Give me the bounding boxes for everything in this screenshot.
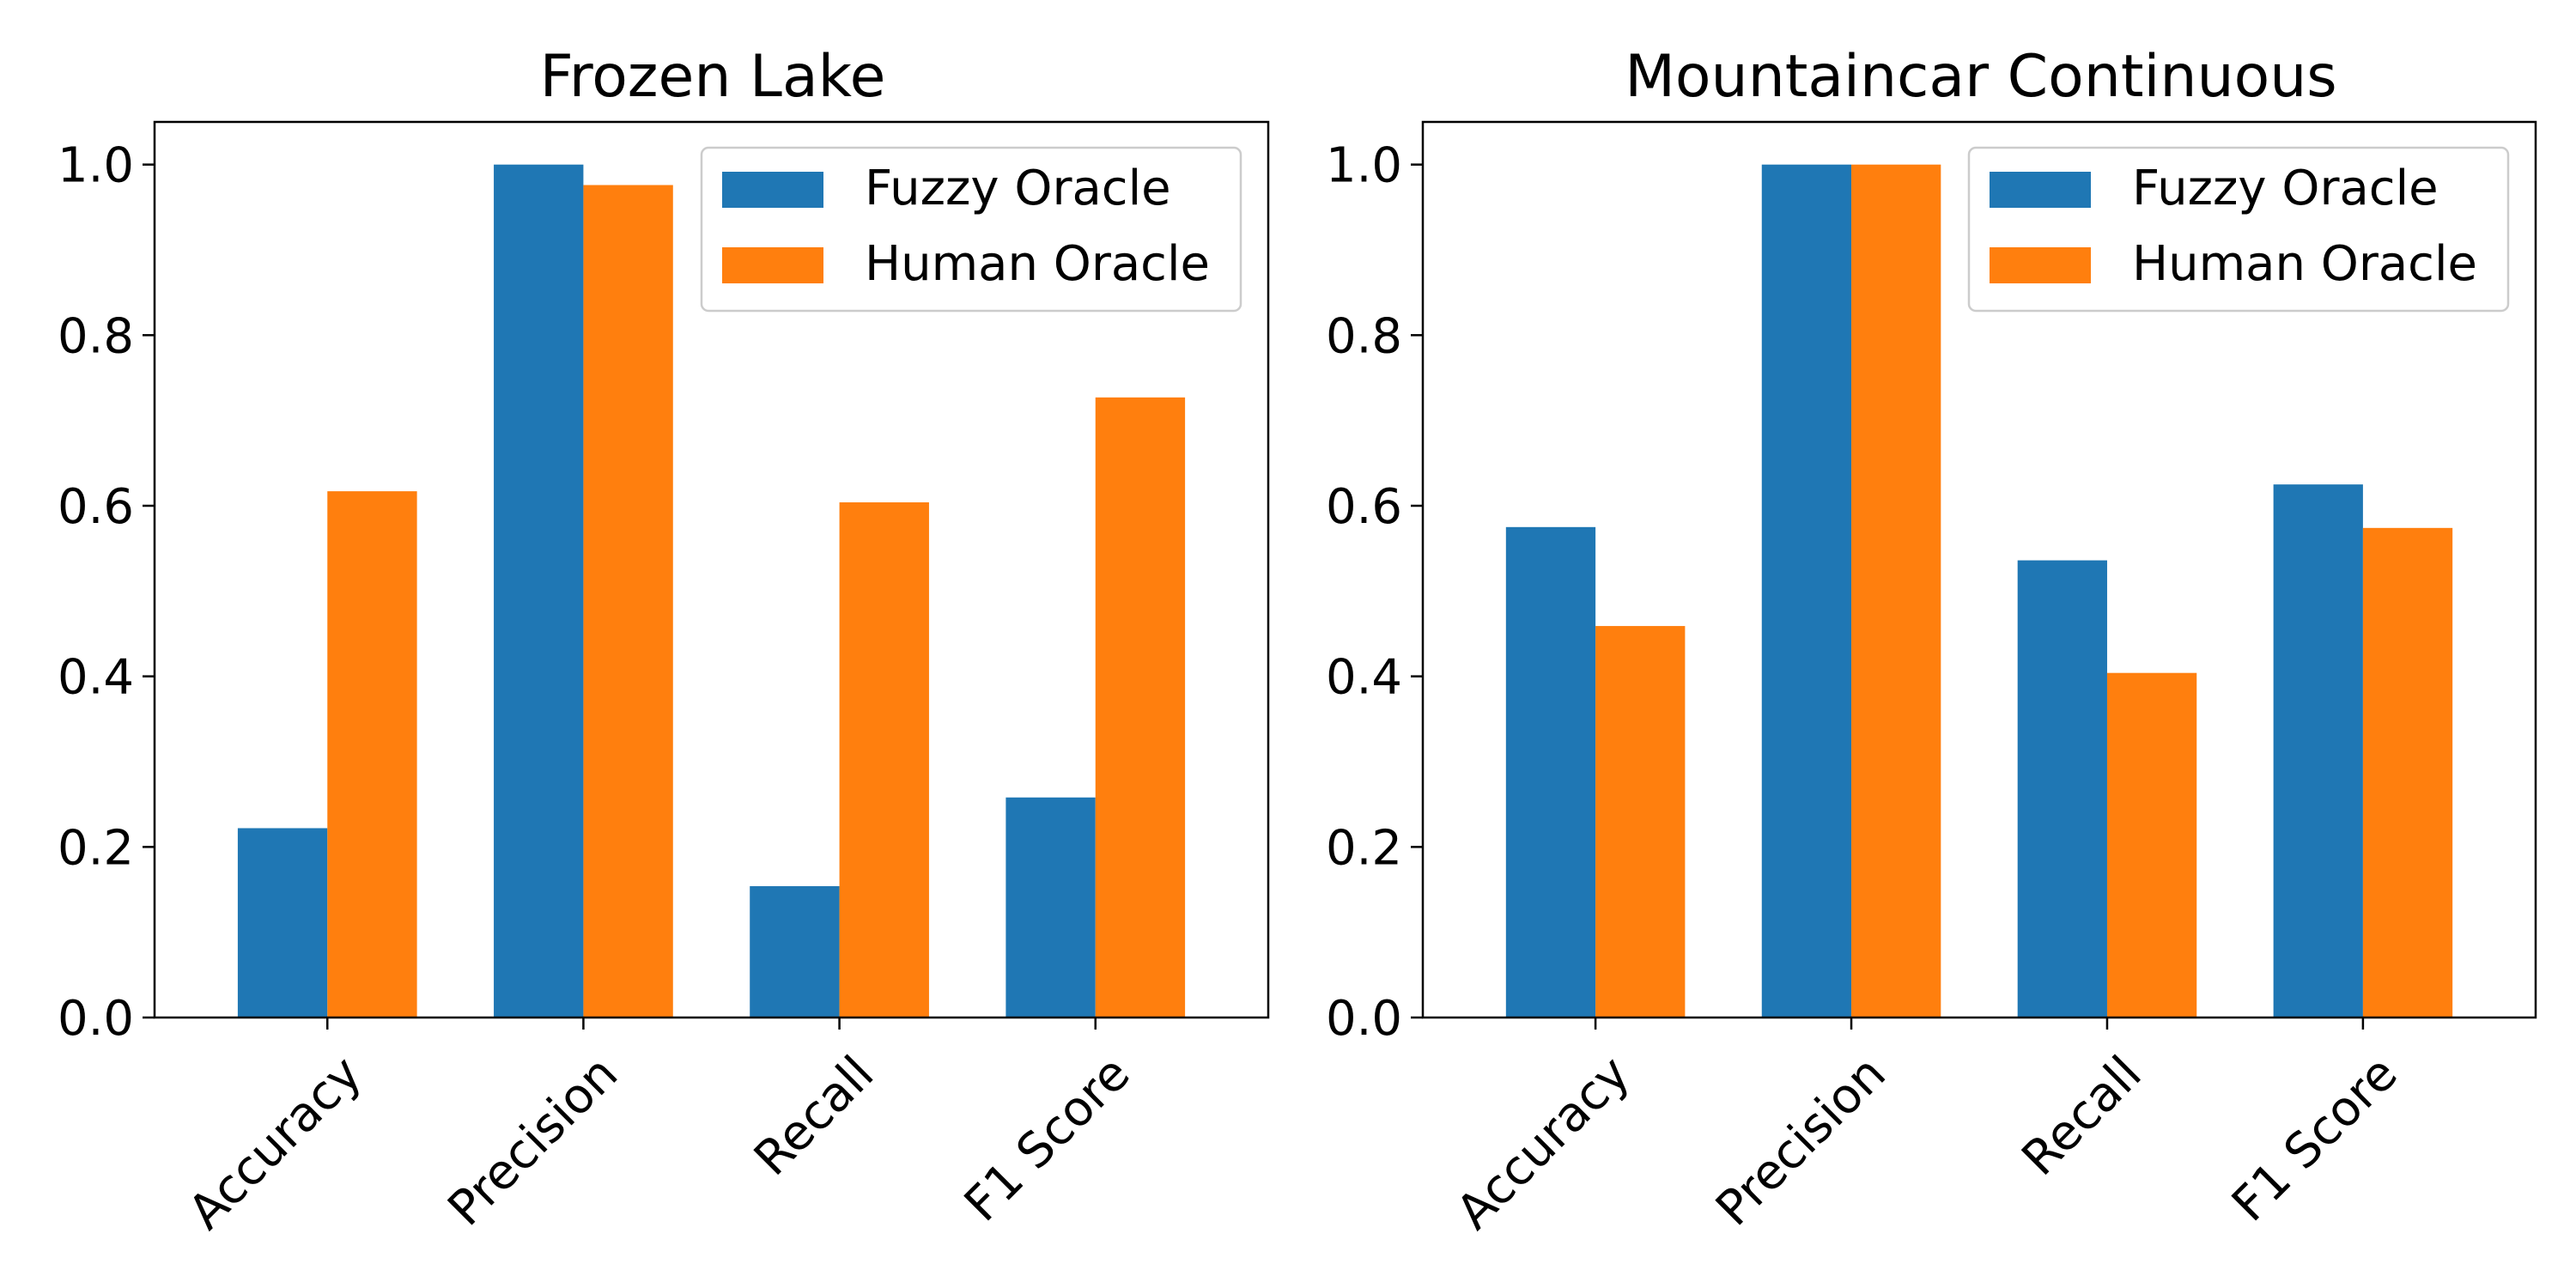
legend: Fuzzy Oracle Human Oracle [700,146,1242,313]
bar-human-oracle-accuracy [327,491,417,1018]
y-tick-label: 0.8 [58,308,134,364]
bar-fuzzy-oracle-recall [2017,560,2107,1018]
bar-fuzzy-oracle-precision [494,164,584,1018]
bar-human-oracle-precision [1851,164,1941,1018]
legend-swatch [1990,247,2091,283]
bar-human-oracle-recall [839,502,929,1018]
y-tick-label: 0.0 [58,991,134,1047]
bar-human-oracle-precision [583,185,673,1018]
y-tick-label: 0.8 [1326,308,1402,364]
legend-label: Fuzzy Oracle [2132,161,2439,216]
bar-fuzzy-oracle-f1-score [1005,797,1096,1018]
axes-frame [1421,120,2537,1019]
legend-swatch [722,247,823,283]
bar-human-oracle-f1-score [1095,397,1186,1018]
bar-human-oracle-f1-score [2362,527,2453,1018]
bar-fuzzy-oracle-accuracy [1505,526,1596,1018]
bar-fuzzy-oracle-recall [750,886,840,1018]
legend-swatch [1990,172,2091,208]
legend-swatch [722,172,823,208]
bar-human-oracle-accuracy [1595,626,1686,1018]
bar-fuzzy-oracle-accuracy [237,828,328,1018]
legend: Fuzzy Oracle Human Oracle [1967,146,2510,313]
y-tick-label: 0.4 [1326,650,1402,706]
y-tick-label: 1.0 [1326,138,1402,194]
legend-label: Fuzzy Oracle [865,161,1171,216]
bar-human-oracle-recall [2106,672,2197,1018]
y-tick-label: 0.0 [1326,991,1402,1047]
axes-frame [153,120,1270,1019]
legend-box [700,146,1242,313]
chart-title: Frozen Lake [540,43,886,111]
bar-fuzzy-oracle-precision [1761,164,1852,1018]
bar-fuzzy-oracle-f1-score [2273,484,2363,1018]
y-tick-label: 0.6 [58,479,134,535]
legend-label: Human Oracle [2132,236,2477,292]
y-tick-label: 1.0 [58,138,134,194]
legend-label: Human Oracle [865,236,1210,292]
chart-title: Mountaincar Continuous [1625,43,2336,111]
y-tick-label: 0.6 [1326,479,1402,535]
y-tick-label: 0.4 [58,650,134,706]
y-tick-label: 0.2 [1326,820,1402,876]
legend-box [1967,146,2510,313]
y-tick-label: 0.2 [58,820,134,876]
